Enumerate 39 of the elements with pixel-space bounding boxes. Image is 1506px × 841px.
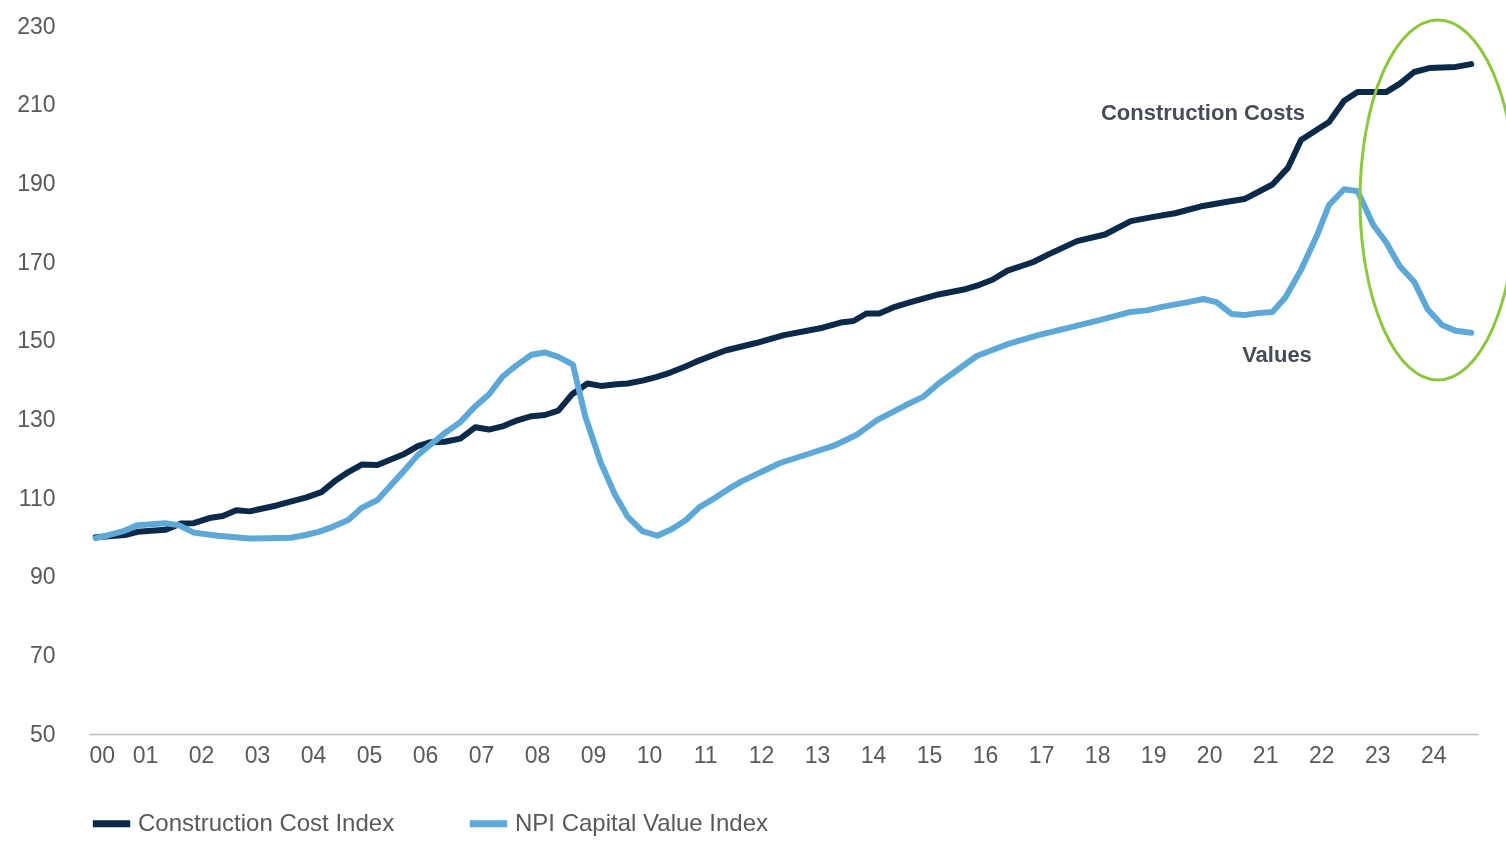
x-tick-label: 18 — [1084, 741, 1111, 768]
x-tick-label: 15 — [916, 741, 943, 768]
x-tick-label: 07 — [468, 741, 495, 768]
y-tick-label: 230 — [17, 12, 56, 39]
y-tick-label: 150 — [17, 327, 56, 354]
x-tick-label: 22 — [1308, 741, 1335, 768]
x-tick-label: 14 — [860, 741, 887, 768]
y-tick-label: 110 — [18, 484, 56, 511]
y-tick-label: 210 — [17, 91, 56, 118]
x-tick-label: 05 — [356, 741, 383, 768]
y-tick-label: 170 — [17, 248, 56, 275]
y-tick-label: 90 — [29, 563, 56, 590]
annotation: Construction Costs — [1100, 100, 1306, 125]
x-tick-label: 02 — [188, 741, 215, 768]
x-tick-label: 04 — [300, 741, 327, 768]
x-tick-label: 12 — [748, 741, 775, 768]
x-tick-label: 19 — [1140, 741, 1167, 768]
y-tick-label: 190 — [17, 169, 56, 196]
x-tick-label: 06 — [412, 741, 439, 768]
legend-label: Construction Cost Index — [138, 808, 395, 836]
y-tick-label: 70 — [29, 641, 56, 668]
x-tick-label: 09 — [580, 741, 607, 768]
x-tick-label: 13 — [804, 741, 831, 768]
x-tick-label: 10 — [636, 741, 663, 768]
x-tick-label: 23 — [1364, 741, 1391, 768]
legend-label: NPI Capital Value Index — [515, 808, 769, 836]
x-tick-label: 21 — [1252, 741, 1279, 768]
x-tick-label: 01 — [132, 741, 159, 768]
x-tick-label: 08 — [524, 741, 551, 768]
x-tick-label: 11 — [693, 741, 718, 768]
x-tick-label: 24 — [1420, 741, 1447, 768]
x-tick-label: 17 — [1028, 741, 1055, 768]
x-tick-label: 00 — [89, 741, 116, 768]
annotation: Values — [1242, 342, 1312, 367]
x-tick-label: 16 — [972, 741, 999, 768]
x-tick-label: 20 — [1196, 741, 1223, 768]
x-tick-label: 03 — [244, 741, 271, 768]
y-tick-label: 130 — [17, 405, 56, 432]
y-tick-label: 50 — [29, 720, 56, 747]
